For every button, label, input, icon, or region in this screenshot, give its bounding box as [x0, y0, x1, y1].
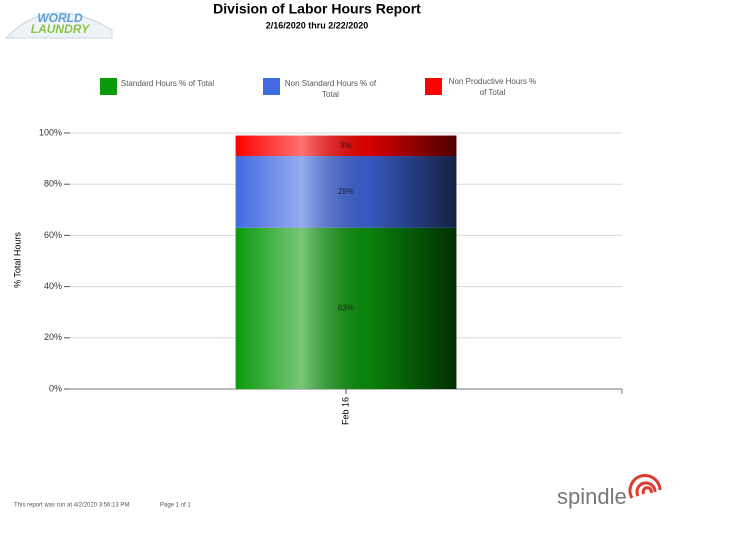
legend-label: Standard Hours % of Total — [120, 79, 215, 88]
bar-shading — [235, 227, 457, 389]
logo: WORLD LAUNDRY — [4, 11, 113, 39]
bar-shading — [235, 135, 457, 157]
chart-title: Division of Labor Hours Report — [213, 1, 421, 17]
logo-arc — [4, 12, 113, 39]
y-tick-label: 100% — [39, 127, 62, 137]
value-label: 8% — [340, 141, 352, 150]
chart-subtitle: 2/16/2020 thru 2/22/2020 — [266, 20, 369, 30]
y-tick-label: 40% — [44, 281, 62, 291]
value-label: 63% — [338, 303, 354, 312]
page-note: Page 1 of 1 — [160, 503, 191, 509]
logo-text: WORLD — [37, 11, 83, 25]
y-tick-label: 0% — [49, 383, 62, 393]
brand-arc — [641, 486, 653, 495]
brand-arc — [628, 474, 662, 499]
legend-swatch — [263, 78, 280, 95]
logo-text: LAUNDRY — [31, 22, 90, 36]
y-axis-label: % Total Hours — [12, 232, 22, 288]
brand-icon — [628, 474, 662, 499]
legend-label: Non Standard Hours % of Total — [284, 79, 377, 99]
run-note: This report was run at 4/2/2020 3:56:13 … — [14, 503, 129, 509]
value-label: 28% — [338, 187, 354, 196]
legend-swatch — [425, 78, 442, 95]
y-tick-label: 80% — [44, 179, 62, 189]
brand-arc — [635, 481, 657, 497]
y-tick-label: 60% — [44, 230, 62, 240]
legend-swatch — [100, 78, 117, 95]
bar-shading — [235, 156, 457, 228]
y-tick-label: 20% — [44, 332, 62, 342]
legend-label: Non Productive Hours % of Total — [448, 77, 537, 97]
x-tick-label: Feb 16 — [340, 397, 350, 425]
brand: spindle — [557, 484, 627, 509]
